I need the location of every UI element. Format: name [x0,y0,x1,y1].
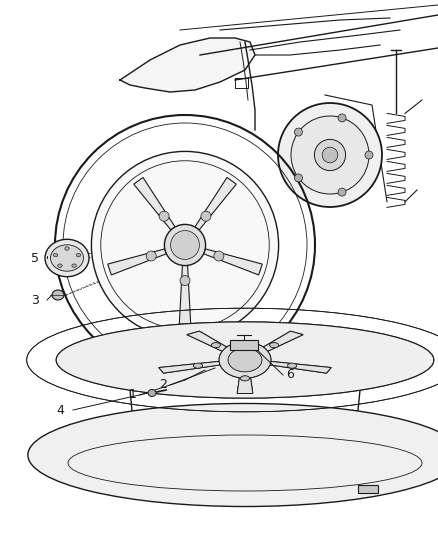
Ellipse shape [288,363,297,368]
Polygon shape [230,340,258,350]
Ellipse shape [365,151,373,159]
Ellipse shape [193,363,202,368]
Polygon shape [108,249,166,275]
Ellipse shape [146,251,156,261]
Polygon shape [358,485,378,493]
Text: 4: 4 [56,403,64,416]
Ellipse shape [45,239,89,277]
Ellipse shape [294,128,303,136]
Ellipse shape [164,224,205,265]
Ellipse shape [338,114,346,122]
Ellipse shape [201,211,211,221]
Ellipse shape [127,332,363,388]
Ellipse shape [56,322,434,398]
Ellipse shape [148,390,156,397]
Polygon shape [187,331,233,353]
Ellipse shape [170,231,199,260]
Text: 3: 3 [31,294,39,306]
Ellipse shape [322,147,338,163]
Ellipse shape [58,264,62,268]
Ellipse shape [28,403,438,506]
Polygon shape [195,177,236,230]
Polygon shape [268,361,331,373]
Polygon shape [134,177,175,230]
Ellipse shape [92,151,279,338]
Ellipse shape [159,211,169,221]
Ellipse shape [65,247,69,251]
Ellipse shape [270,343,279,348]
Ellipse shape [240,376,250,381]
Ellipse shape [219,342,271,378]
Ellipse shape [76,253,81,257]
Ellipse shape [338,188,346,196]
Ellipse shape [52,290,64,300]
Ellipse shape [219,342,271,378]
Polygon shape [204,249,262,275]
Ellipse shape [212,343,220,348]
Ellipse shape [180,276,190,286]
Ellipse shape [56,322,434,398]
Ellipse shape [228,348,262,372]
Polygon shape [237,370,253,393]
Ellipse shape [127,332,363,388]
Polygon shape [256,331,303,353]
Ellipse shape [294,174,303,182]
Text: 6: 6 [286,368,294,382]
Ellipse shape [115,329,375,391]
Ellipse shape [212,343,220,348]
Polygon shape [159,361,222,373]
Ellipse shape [291,116,369,194]
Ellipse shape [50,245,84,271]
Ellipse shape [270,343,279,348]
Polygon shape [159,361,222,373]
Ellipse shape [53,253,58,257]
Ellipse shape [214,251,224,261]
Ellipse shape [278,103,382,207]
Ellipse shape [240,376,250,381]
Polygon shape [256,331,303,353]
Text: 2: 2 [159,378,167,392]
Ellipse shape [314,140,346,171]
Ellipse shape [55,115,315,375]
Polygon shape [179,265,191,325]
Polygon shape [120,38,255,92]
Ellipse shape [228,348,262,372]
Text: 1: 1 [129,389,137,401]
Text: 5: 5 [31,252,39,264]
Polygon shape [268,361,331,373]
Polygon shape [187,331,233,353]
Polygon shape [237,370,253,393]
Ellipse shape [288,363,297,368]
Ellipse shape [193,363,202,368]
Ellipse shape [72,264,76,268]
